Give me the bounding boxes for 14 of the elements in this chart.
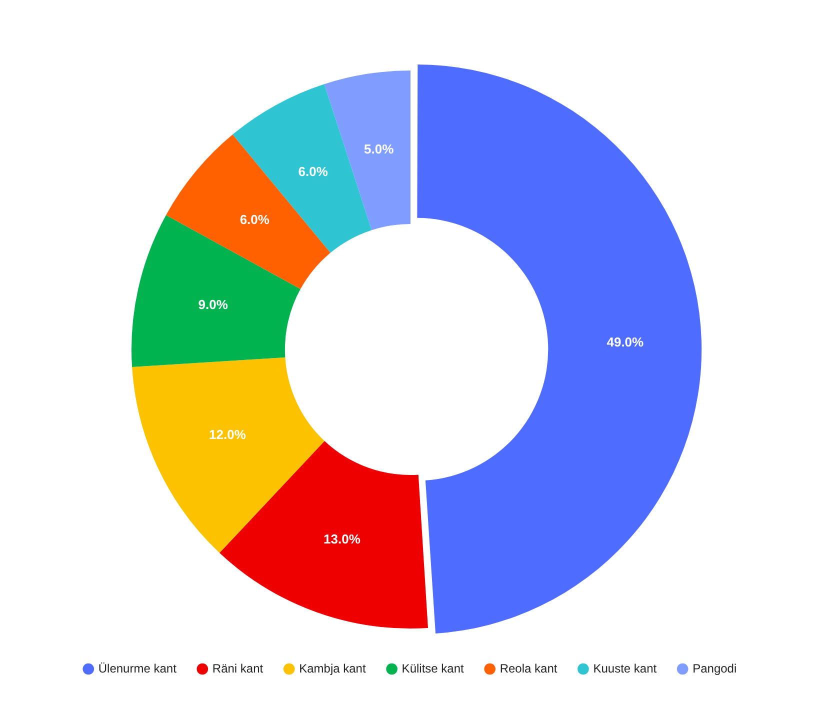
data-label: 9.0% [198, 296, 228, 312]
legend-label: Räni kant [212, 661, 264, 676]
legend-label: Ülenurme kant [98, 661, 178, 676]
data-label: 6.0% [298, 164, 328, 179]
data-label: 5.0% [364, 141, 394, 156]
legend-label: Kambja kant [299, 661, 366, 676]
legend-label: Pangodi [692, 661, 737, 676]
data-label: 49.0% [606, 334, 644, 350]
legend-label: Kuuste kant [593, 661, 658, 676]
data-label: 6.0% [240, 212, 270, 228]
data-label: 13.0% [324, 531, 361, 546]
data-label: 12.0% [209, 427, 246, 442]
legend-label: Külitse kant [402, 661, 465, 676]
legend-label: Reola kant [500, 661, 558, 676]
